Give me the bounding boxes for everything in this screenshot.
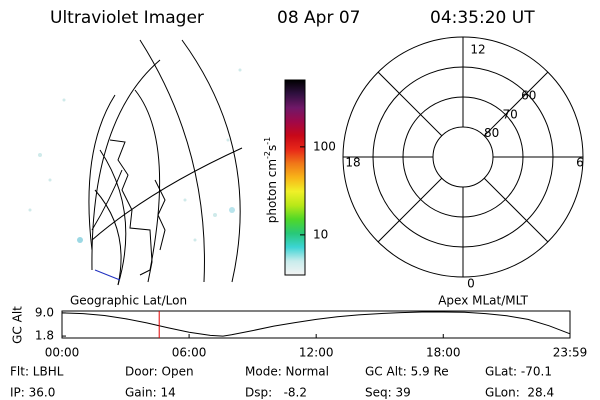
- latitude-label: 60: [521, 89, 536, 103]
- panel-label: Apex MLat/MLT: [438, 294, 528, 308]
- latitude-label: 70: [503, 107, 518, 121]
- colorbar-label: photon cm-2s-1: [263, 137, 279, 224]
- info-field: Flt: LBHL: [10, 365, 64, 379]
- spoke: [377, 177, 443, 243]
- tick-label: 100: [313, 139, 336, 153]
- x-tick-label: 00:00: [45, 346, 80, 360]
- x-tick-label: 18:00: [426, 346, 461, 360]
- spoke: [483, 177, 549, 243]
- info-field: Seq: 39: [365, 386, 411, 400]
- colorbar-scale: [284, 79, 306, 276]
- hour-label: 6: [576, 156, 584, 170]
- info-field: GC Alt: 5.9 Re: [365, 365, 449, 379]
- info-field: GLon: 28.4: [485, 386, 554, 400]
- date: 08 Apr 07: [277, 8, 360, 28]
- title: Ultraviolet Imager: [50, 8, 204, 28]
- info-field: IP: 36.0: [10, 386, 55, 400]
- hour-label: 0: [467, 277, 475, 291]
- info-field: Dsp: -8.2: [245, 386, 307, 400]
- label-exponent: -2: [263, 151, 272, 159]
- info-fields: Flt: LBHL Door: Open Mode: Normal GC Alt: 5…: [10, 365, 554, 400]
- time: 04:35:20 UT: [430, 8, 535, 28]
- label-text: s: [265, 145, 279, 151]
- label-exponent: -1: [263, 137, 272, 145]
- altitude-chart: GC Alt 9.0 1.8 00:00 06:00 12:00 18:00 23:59: [11, 305, 588, 359]
- hour-label: 18: [345, 156, 360, 170]
- info-field: GLat: -70.1: [485, 365, 552, 379]
- label-text: photon cm: [265, 159, 279, 223]
- emission-speckle: [28, 68, 242, 243]
- hour-label: 12: [470, 43, 485, 57]
- plot-frame: [61, 310, 571, 339]
- geographic-map: [28, 39, 243, 286]
- latitude-label: 80: [484, 126, 499, 140]
- spoke: [377, 71, 443, 137]
- x-tick-label: 23:59: [553, 346, 588, 360]
- x-tick-label: 06:00: [172, 346, 207, 360]
- y-axis-label: GC Alt: [11, 306, 25, 344]
- x-tick-label: 12:00: [299, 346, 334, 360]
- info-field: Mode: Normal: [245, 365, 329, 379]
- info-field: Gain: 14: [125, 386, 176, 400]
- altitude-line: [61, 311, 571, 337]
- spoke: [483, 71, 549, 137]
- info-field: Door: Open: [125, 365, 194, 379]
- y-tick-label: 9.0: [35, 305, 54, 319]
- tick-label: 10: [313, 227, 328, 241]
- panel-label: Geographic Lat/Lon: [70, 294, 187, 308]
- y-tick-label: 1.8: [35, 329, 54, 343]
- colorbar: 10 100: [284, 79, 336, 276]
